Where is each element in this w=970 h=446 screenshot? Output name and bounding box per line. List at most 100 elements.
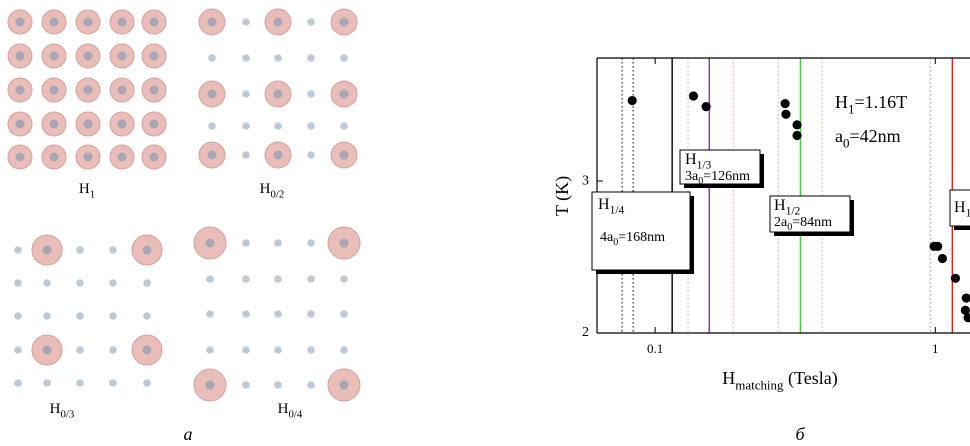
vortex-core bbox=[340, 90, 349, 99]
x-tick-label: 1 bbox=[932, 341, 939, 356]
vortex-core bbox=[43, 346, 52, 355]
text-part: H bbox=[954, 199, 966, 216]
vortex-core bbox=[16, 86, 25, 95]
vortex-core bbox=[206, 381, 215, 390]
vortex-core bbox=[50, 153, 59, 162]
lattice-site bbox=[274, 239, 282, 247]
lattice-site bbox=[274, 122, 282, 130]
data-point bbox=[702, 102, 711, 111]
lattice-site bbox=[242, 346, 250, 354]
data-point bbox=[933, 242, 942, 251]
vortex-core bbox=[274, 90, 283, 99]
subscript: 1 bbox=[966, 207, 970, 219]
vortex-core bbox=[50, 120, 59, 129]
lattice-site bbox=[242, 239, 250, 247]
vortex-core bbox=[274, 151, 283, 160]
data-point bbox=[792, 120, 801, 129]
subscript: 0/3 bbox=[61, 409, 75, 421]
lattice-site bbox=[43, 279, 51, 287]
lattice-site bbox=[242, 90, 250, 98]
vortex-core bbox=[208, 90, 217, 99]
lattice-site bbox=[143, 379, 151, 387]
text-part: H bbox=[598, 196, 610, 213]
data-point bbox=[962, 293, 970, 302]
data-point bbox=[781, 99, 790, 108]
lattice-site bbox=[76, 279, 84, 287]
text-part: =126nm bbox=[703, 169, 750, 184]
vortex-core bbox=[208, 151, 217, 160]
caption: a bbox=[184, 424, 193, 444]
text-part: H bbox=[50, 401, 61, 417]
text-part: 4a bbox=[600, 230, 614, 245]
lattice-site bbox=[143, 312, 151, 320]
lattice-site bbox=[242, 151, 250, 159]
vortex-core bbox=[84, 153, 93, 162]
vortex-core bbox=[340, 239, 349, 248]
lattice-site bbox=[340, 310, 348, 318]
text-part: 2a bbox=[774, 215, 788, 230]
vortex-core bbox=[150, 52, 159, 61]
text-part: =168nm bbox=[618, 230, 665, 245]
subscript: 0/2 bbox=[271, 189, 285, 201]
lattice-site bbox=[109, 246, 117, 254]
lattice-site bbox=[242, 310, 250, 318]
subscript: 1 bbox=[90, 189, 95, 201]
lattice-site bbox=[242, 381, 250, 389]
vortex-core bbox=[16, 18, 25, 27]
lattice-site bbox=[206, 275, 214, 283]
panel-label: H0/2 bbox=[260, 181, 285, 200]
lattice-site bbox=[14, 279, 22, 287]
y-tick-label: 3 bbox=[582, 173, 589, 188]
vortex-core bbox=[206, 239, 215, 248]
text-part: H bbox=[79, 181, 90, 197]
lattice-site bbox=[307, 381, 315, 389]
lattice-site bbox=[340, 54, 348, 62]
lattice-site bbox=[340, 122, 348, 130]
lattice-site bbox=[340, 275, 348, 283]
text-part: =1.16T bbox=[854, 92, 907, 112]
lattice-site bbox=[76, 379, 84, 387]
lattice-site bbox=[307, 90, 315, 98]
y-tick-label: 2 bbox=[582, 325, 589, 340]
vortex-core bbox=[43, 246, 52, 255]
vortex-core bbox=[150, 153, 159, 162]
text-part: H bbox=[260, 181, 271, 197]
lattice-site bbox=[14, 379, 22, 387]
lattice-site bbox=[14, 246, 22, 254]
panel-label: H0/4 bbox=[278, 401, 303, 420]
vortex-core bbox=[84, 18, 93, 27]
text-part: (Tesla) bbox=[783, 368, 837, 389]
vortex-core bbox=[208, 18, 217, 27]
panel-label: H1 bbox=[79, 181, 95, 200]
data-point bbox=[951, 274, 960, 283]
lattice-site bbox=[307, 151, 315, 159]
vortex-core bbox=[118, 18, 127, 27]
lattice-site bbox=[242, 122, 250, 130]
vortex-core bbox=[150, 18, 159, 27]
lattice-site bbox=[274, 381, 282, 389]
vortex-core bbox=[50, 52, 59, 61]
chart: 0.1123T (K)Hmatching (Tesla)H1/44a0=168n… bbox=[552, 58, 970, 392]
lattice-site bbox=[307, 239, 315, 247]
lattice-site bbox=[109, 279, 117, 287]
vortex-core bbox=[16, 153, 25, 162]
data-point bbox=[689, 91, 698, 100]
text-part: H bbox=[774, 197, 786, 214]
lattice-site bbox=[274, 310, 282, 318]
vortex-core bbox=[150, 120, 159, 129]
lattice-site bbox=[14, 346, 22, 354]
figure: H1H0/2H0/3H0/4 0.1123T (K)Hmatching (Tes… bbox=[0, 0, 970, 446]
vortex-core bbox=[118, 153, 127, 162]
lattice-site bbox=[76, 346, 84, 354]
vortex-core bbox=[340, 18, 349, 27]
vortex-core bbox=[118, 120, 127, 129]
text-part: H bbox=[685, 151, 697, 168]
lattice-site bbox=[340, 346, 348, 354]
vortex-core bbox=[118, 52, 127, 61]
subscript: matching bbox=[735, 377, 784, 392]
lattice-site bbox=[43, 379, 51, 387]
lattice-site bbox=[208, 54, 216, 62]
text-part: H bbox=[835, 92, 848, 112]
data-point bbox=[628, 96, 637, 105]
